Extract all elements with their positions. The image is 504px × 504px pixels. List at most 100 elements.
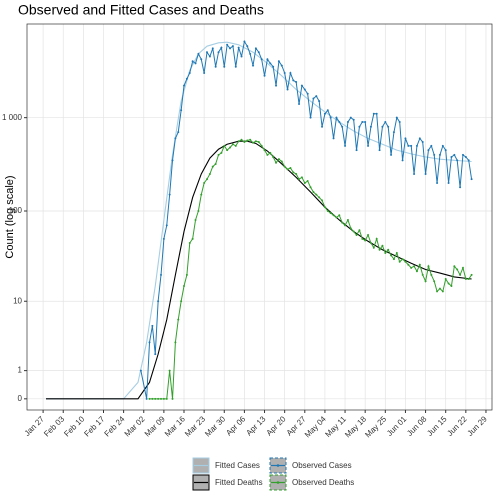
data-point xyxy=(418,137,421,140)
data-point xyxy=(378,248,381,251)
data-point xyxy=(283,71,286,74)
y-tick-label: 0 xyxy=(18,394,23,403)
data-point xyxy=(269,151,272,154)
data-point xyxy=(234,65,237,68)
data-point xyxy=(165,224,168,227)
data-point xyxy=(220,46,223,49)
data-point xyxy=(165,397,168,400)
data-point xyxy=(415,270,418,273)
data-point xyxy=(180,109,183,112)
data-point xyxy=(407,144,410,147)
data-point xyxy=(148,397,151,400)
data-point xyxy=(286,168,289,171)
data-point xyxy=(467,159,470,162)
y-tick-label: 1 000 xyxy=(2,113,23,122)
data-point xyxy=(470,273,473,276)
data-point xyxy=(217,153,220,156)
data-point xyxy=(275,84,278,87)
data-point xyxy=(168,369,171,372)
data-point xyxy=(237,140,240,143)
data-point xyxy=(277,158,280,161)
data-point xyxy=(174,137,177,140)
data-point xyxy=(237,46,240,49)
data-point xyxy=(231,143,234,146)
data-point xyxy=(321,199,324,202)
data-point xyxy=(203,182,206,185)
data-point xyxy=(441,290,444,293)
y-tick-label: 100 xyxy=(9,206,23,215)
data-point xyxy=(154,353,157,356)
data-point xyxy=(326,210,329,213)
data-point xyxy=(206,178,209,181)
data-point xyxy=(436,182,439,185)
data-point xyxy=(349,116,352,119)
data-point xyxy=(171,397,174,400)
data-point xyxy=(424,172,427,175)
data-point xyxy=(318,100,321,103)
data-point xyxy=(292,171,295,174)
legend-point xyxy=(276,481,280,484)
data-point xyxy=(243,140,246,143)
data-point xyxy=(470,178,473,181)
data-point xyxy=(306,92,309,95)
data-point xyxy=(194,218,197,221)
data-point xyxy=(332,214,335,217)
data-point xyxy=(459,186,462,189)
data-point xyxy=(162,397,165,400)
data-point xyxy=(272,155,275,158)
data-point xyxy=(295,172,298,175)
data-point xyxy=(375,112,378,115)
data-point xyxy=(289,71,292,74)
data-point xyxy=(341,125,344,128)
data-point xyxy=(263,149,266,152)
y-tick-label: 10 xyxy=(13,296,22,305)
y-tick-label: 1 xyxy=(18,366,23,375)
data-point xyxy=(240,138,243,141)
data-point xyxy=(185,77,188,80)
data-point xyxy=(286,88,289,91)
data-point xyxy=(410,144,413,147)
data-point xyxy=(438,153,441,156)
data-point xyxy=(148,341,151,344)
data-point xyxy=(392,131,395,134)
data-point xyxy=(254,140,257,143)
data-point xyxy=(269,62,272,65)
data-point xyxy=(188,71,191,74)
data-point xyxy=(257,140,260,143)
data-point xyxy=(298,102,301,105)
data-point xyxy=(395,116,398,119)
data-point xyxy=(415,144,418,147)
legend-label: Observed Deaths xyxy=(292,478,354,487)
data-point xyxy=(450,284,453,287)
data-point xyxy=(338,120,341,123)
legend-label: Fitted Cases xyxy=(215,461,260,470)
data-point xyxy=(398,120,401,123)
data-point xyxy=(421,273,424,276)
data-point xyxy=(410,266,413,269)
data-point xyxy=(160,397,163,400)
data-point xyxy=(246,45,249,48)
data-point xyxy=(309,186,312,189)
data-point xyxy=(390,254,393,257)
data-point xyxy=(275,161,278,164)
data-point xyxy=(352,118,355,121)
data-point xyxy=(217,51,220,54)
series-line xyxy=(45,41,472,400)
data-point xyxy=(407,263,410,266)
data-point xyxy=(240,55,243,58)
data-point xyxy=(197,210,200,213)
data-point xyxy=(154,397,157,400)
data-point xyxy=(315,95,318,98)
data-point xyxy=(229,146,232,149)
data-point xyxy=(447,182,450,185)
legend-point xyxy=(276,464,280,467)
data-point xyxy=(206,51,209,54)
data-point xyxy=(329,116,332,119)
data-point xyxy=(323,112,326,115)
data-point xyxy=(381,125,384,128)
data-point xyxy=(433,153,436,156)
data-point xyxy=(226,43,229,46)
data-point xyxy=(421,140,424,143)
data-point xyxy=(266,153,269,156)
data-point xyxy=(188,242,191,245)
